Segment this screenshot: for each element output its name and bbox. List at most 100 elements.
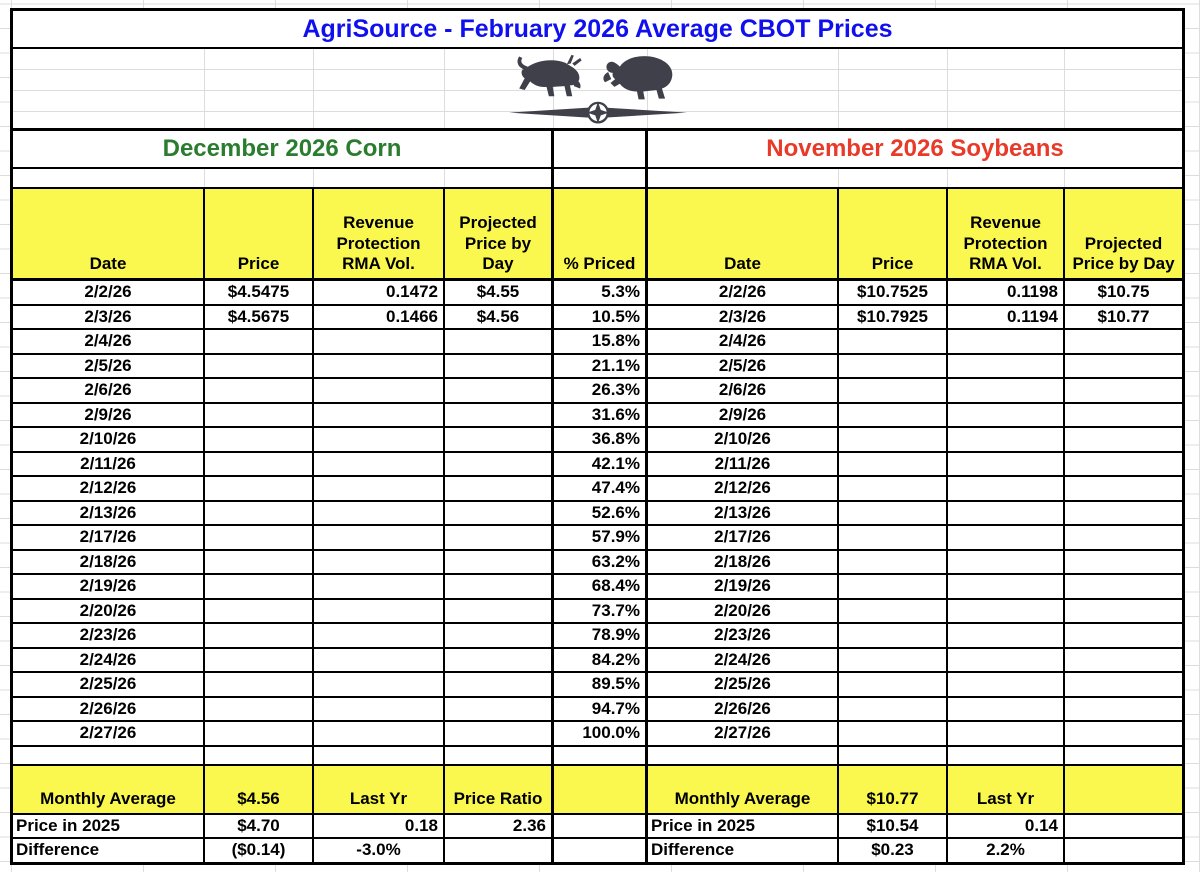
- table-cell: 84.2%: [554, 648, 648, 673]
- table-cell: [948, 403, 1065, 428]
- table-cell: [1065, 379, 1182, 404]
- table-cell: [205, 330, 314, 355]
- table-cell: 2/23/26: [13, 624, 205, 649]
- table-cell: 2/10/26: [13, 428, 205, 453]
- summary-cell: Monthly Average: [648, 765, 839, 813]
- summary-cell: 0.14: [948, 814, 1065, 837]
- table-cell: [314, 673, 445, 698]
- table-cell: 2/3/26: [648, 305, 839, 330]
- table-cell: 2/5/26: [13, 354, 205, 379]
- table-cell: 2/26/26: [648, 697, 839, 722]
- table-cell: 2/2/26: [648, 281, 839, 306]
- summary-cell: -3.0%: [314, 838, 445, 862]
- table-cell: [445, 599, 554, 624]
- table-cell: $4.5675: [205, 305, 314, 330]
- table-cell: [205, 624, 314, 649]
- summary-cell: ($0.14): [205, 838, 314, 862]
- table-cell: [554, 746, 648, 764]
- table-cell: 2/17/26: [13, 526, 205, 551]
- grid-cell: [554, 169, 648, 187]
- table-cell: [205, 550, 314, 575]
- table-cell: 78.9%: [554, 624, 648, 649]
- summary-cell: [1065, 766, 1182, 813]
- table-cell: 2/26/26: [13, 697, 205, 722]
- table-cell: 100.0%: [554, 722, 648, 747]
- table-cell: [205, 354, 314, 379]
- table-cell: $10.75: [1065, 281, 1182, 306]
- table-cell: [948, 575, 1065, 600]
- column-header: Projected Price by Day: [1072, 233, 1175, 274]
- table-cell: 15.8%: [554, 330, 648, 355]
- corn-section-header: December 2026 Corn: [13, 131, 554, 167]
- table-cell: [839, 501, 948, 526]
- table-cell: [948, 722, 1065, 747]
- summary-cell: 2.2%: [948, 838, 1065, 862]
- table-cell: [1065, 747, 1182, 764]
- table-cell: [839, 403, 948, 428]
- table-cell: [948, 550, 1065, 575]
- table-cell: [13, 746, 205, 764]
- summary-cell: Price in 2025: [13, 814, 205, 837]
- table-cell: 63.2%: [554, 550, 648, 575]
- report-table: AgriSource - February 2026 Average CBOT …: [10, 8, 1185, 865]
- table-cell: [948, 477, 1065, 502]
- grid-cell: [445, 49, 554, 128]
- table-cell: [205, 403, 314, 428]
- summary-cell: [1065, 815, 1182, 837]
- table-cell: 2/27/26: [13, 722, 205, 747]
- table-cell: 2/12/26: [13, 477, 205, 502]
- summary-cell: 2.36: [445, 814, 554, 837]
- table-cell: 57.9%: [554, 526, 648, 551]
- table-cell: [1065, 722, 1182, 747]
- grid-cell: [948, 49, 1065, 128]
- table-cell: [205, 575, 314, 600]
- table-cell: [1065, 453, 1182, 477]
- logo-row: [13, 49, 1182, 131]
- table-cell: [314, 746, 445, 764]
- table-cell: [948, 428, 1065, 453]
- table-cell: 2/23/26: [648, 624, 839, 649]
- spacer-row: [13, 746, 1182, 766]
- table-cell: [205, 599, 314, 624]
- table-cell: [839, 673, 948, 698]
- table-cell: [948, 673, 1065, 698]
- table-cell: 2/18/26: [13, 550, 205, 575]
- table-cell: $4.55: [445, 281, 554, 306]
- column-header: Projected Price by Day: [445, 189, 554, 278]
- table-cell: [314, 379, 445, 404]
- table-cell: [205, 452, 314, 477]
- table-cell: [948, 526, 1065, 551]
- grid-cell: [205, 49, 314, 128]
- table-cell: 2/9/26: [13, 403, 205, 428]
- table-cell: [1065, 649, 1182, 673]
- summary-cell: Difference: [648, 838, 839, 862]
- table-cell: [205, 379, 314, 404]
- table-cell: 2/24/26: [648, 648, 839, 673]
- table-cell: [1065, 502, 1182, 526]
- table-cell: [1065, 404, 1182, 428]
- table-cell: 2/25/26: [648, 673, 839, 698]
- table-cell: 52.6%: [554, 501, 648, 526]
- grid-cell: [314, 49, 445, 128]
- table-cell: [839, 379, 948, 404]
- table-cell: [445, 673, 554, 698]
- table-cell: [314, 550, 445, 575]
- table-cell: [948, 697, 1065, 722]
- page-title: AgriSource - February 2026 Average CBOT …: [302, 14, 893, 43]
- grid-cell: [445, 169, 554, 187]
- title-row: AgriSource - February 2026 Average CBOT …: [13, 11, 1182, 49]
- table-cell: [948, 648, 1065, 673]
- table-cell: 2/3/26: [13, 305, 205, 330]
- table-cell: 2/19/26: [648, 575, 839, 600]
- table-cell: 2/4/26: [648, 330, 839, 355]
- table-cell: 73.7%: [554, 599, 648, 624]
- table-cell: [1065, 355, 1182, 379]
- bull-bear-compass-logo-icon: [508, 54, 687, 124]
- table-cell: 2/9/26: [648, 403, 839, 428]
- table-cell: [948, 501, 1065, 526]
- table-cell: [314, 501, 445, 526]
- table-cell: [445, 354, 554, 379]
- table-cell: [205, 477, 314, 502]
- summary-cell: 0.18: [314, 814, 445, 837]
- table-cell: [445, 624, 554, 649]
